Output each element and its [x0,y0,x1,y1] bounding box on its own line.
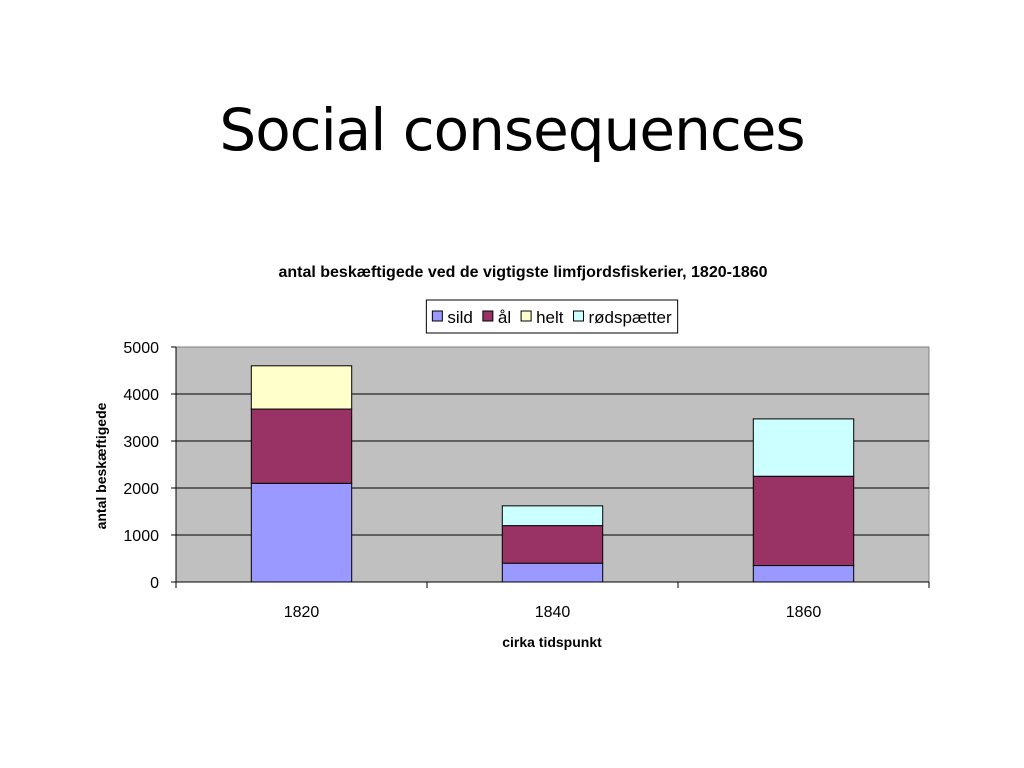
x-axis-label: cirka tidspunkt [502,634,602,650]
slide-title: Social consequences [219,96,805,164]
y-tick-label: 3000 [123,434,159,451]
legend-label-3: rødspætter [589,308,672,327]
legend-swatch-3 [573,310,585,322]
chart-title: antal beskæftigede ved de vigtigste limf… [278,264,767,281]
legend-label-1: ål [498,308,511,327]
axes [171,346,930,588]
y-tick-labels: 0 1000 2000 3000 4000 5000 [123,340,159,592]
x-tick-label: 1820 [284,604,320,621]
legend: sild ål helt rødspætter [425,299,679,334]
bar-segment-1840-0 [501,562,604,583]
bar-segment-1840-3 [501,505,604,527]
bar-segment-1860-1 [752,475,855,567]
legend-swatch-1 [482,310,494,322]
x-tick-label: 1860 [786,604,822,621]
legend-swatch-0 [431,310,443,322]
y-axis-label: antal beskæftigede [93,402,109,529]
legend-label-0: sild [447,308,473,327]
legend-swatch-2 [520,310,532,322]
bar-segment-1820-1 [250,408,353,484]
x-tick-labels: 1820 1840 1860 [284,604,822,621]
y-tick-label: 4000 [123,387,159,404]
y-tick-label: 5000 [123,340,159,357]
bar-segment-1820-0 [250,482,353,583]
y-tick-label: 1000 [123,528,159,545]
bar-segment-1860-0 [752,565,855,583]
bar-segment-1860-3 [752,418,855,477]
legend-box [425,299,679,334]
x-tick-label: 1840 [535,604,571,621]
legend-label-2: helt [536,308,564,327]
y-tick-label: 0 [150,575,159,592]
y-tick-label: 2000 [123,481,159,498]
bars [250,365,855,583]
bar-segment-1840-1 [501,525,604,564]
bar-segment-1820-2 [250,365,353,410]
